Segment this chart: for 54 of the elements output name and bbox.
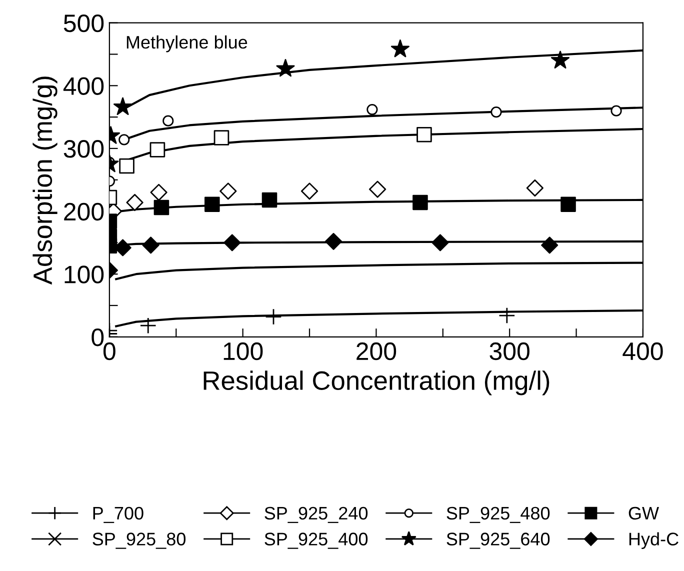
point <box>262 192 278 208</box>
y-axis-title: Adsorption (mg/g) <box>32 76 58 285</box>
point <box>412 194 428 210</box>
y-tick-label: 100 <box>64 266 104 284</box>
point <box>204 196 220 212</box>
legend-label: P_700 <box>93 506 144 524</box>
legend-label: Hyd-C <box>629 532 678 550</box>
x-axis-title: Residual Concentration (mg/l) <box>204 370 550 396</box>
point <box>154 200 170 216</box>
y-tick-label: 200 <box>64 202 104 221</box>
legend-label: SP_925_80 <box>92 532 186 549</box>
point <box>541 236 558 254</box>
x-tick-label: 200 <box>356 342 396 360</box>
point <box>368 180 386 198</box>
point <box>432 234 449 252</box>
point <box>300 182 318 200</box>
x-tick-label: 400 <box>622 342 663 360</box>
x-tick-label: 0 <box>103 342 116 360</box>
point <box>220 182 237 200</box>
legend-label: SP_925_640 <box>446 532 550 549</box>
point <box>140 317 156 334</box>
point <box>550 50 570 69</box>
point <box>324 232 342 250</box>
point <box>113 97 132 116</box>
x-tick-label: 100 <box>224 342 263 360</box>
point <box>150 142 166 158</box>
point <box>214 130 230 146</box>
point <box>162 115 174 126</box>
point <box>126 194 144 212</box>
annotation: Methylene blue <box>126 35 248 52</box>
legend-label: SP_925_240 <box>264 506 368 524</box>
point <box>224 234 241 252</box>
point <box>119 158 134 174</box>
point <box>610 105 622 116</box>
point <box>526 179 544 197</box>
point <box>490 106 502 118</box>
point <box>560 196 576 212</box>
point <box>150 184 168 201</box>
y-tick-label: 500 <box>64 14 104 32</box>
y-tick-label: 0 <box>92 328 104 346</box>
point <box>498 307 516 324</box>
point <box>276 58 295 77</box>
point <box>118 134 130 146</box>
legend-label: SP_925_480 <box>446 506 550 524</box>
legend-label: GW <box>628 506 659 520</box>
x-tick-label: 300 <box>490 342 530 360</box>
point <box>416 127 432 142</box>
y-tick-label: 400 <box>63 77 104 95</box>
point <box>265 308 282 326</box>
y-tick-label: 300 <box>64 140 104 158</box>
legend-label: SP_925_400 <box>264 532 368 549</box>
point <box>390 39 410 58</box>
point <box>366 104 378 116</box>
point <box>142 236 160 254</box>
